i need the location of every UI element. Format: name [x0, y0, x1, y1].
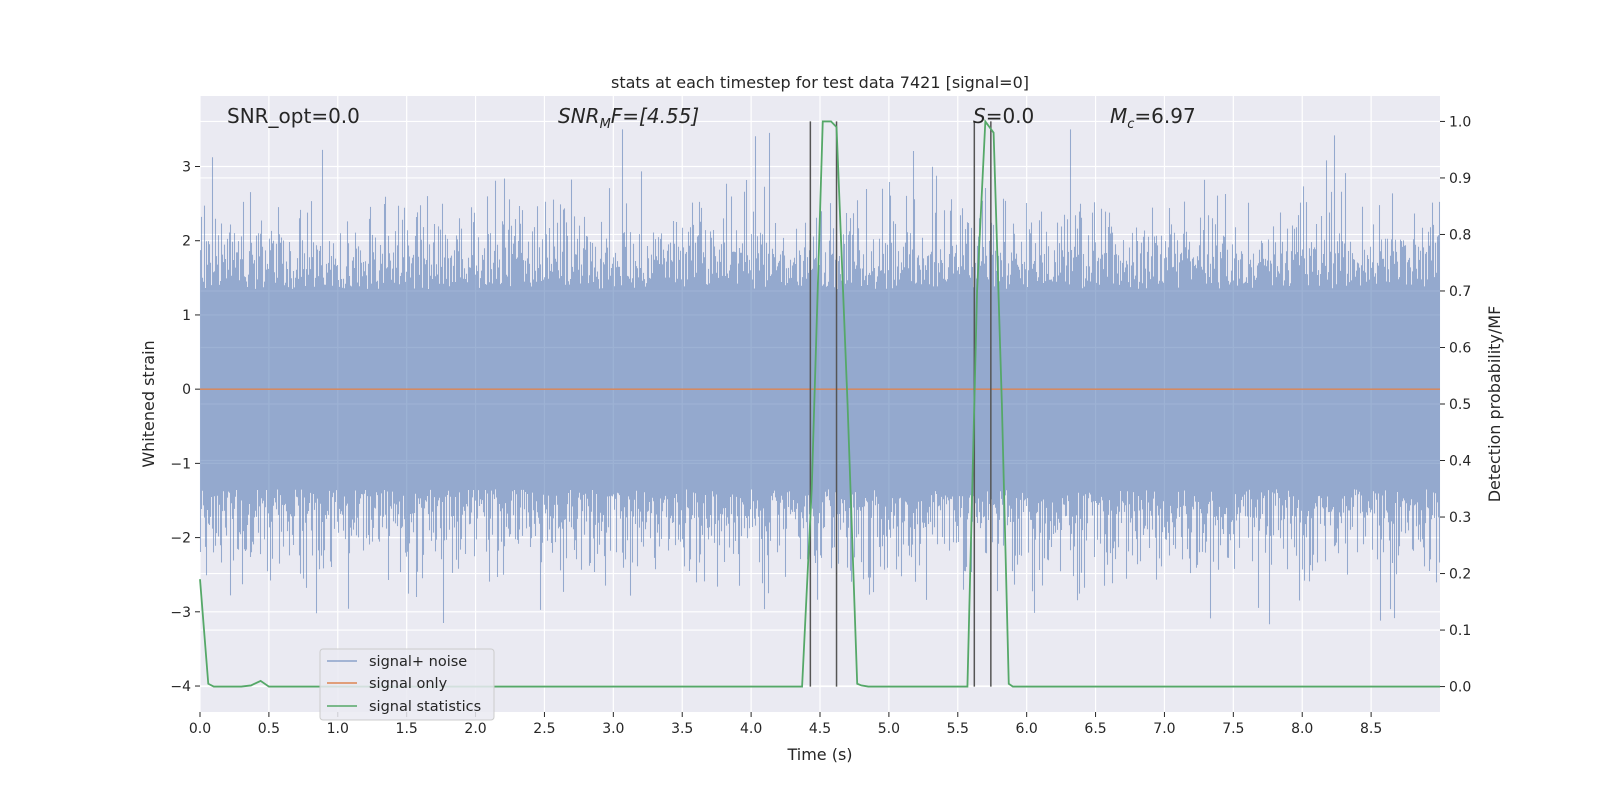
- x-tick-label: 7.5: [1222, 721, 1244, 737]
- y2-tick-label: 0.8: [1449, 227, 1471, 243]
- signal-plus-noise-series: [199, 129, 1441, 625]
- y-tick-label: 3: [182, 160, 191, 176]
- x-tick-label: 8.0: [1291, 721, 1313, 737]
- y-tick-label: −1: [170, 456, 191, 472]
- x-tick-label: 4.0: [740, 721, 762, 737]
- x-axis-label: Time (s): [786, 745, 852, 764]
- legend-box: [319, 648, 495, 721]
- y2-ticks: 0.0 0.1 0.2 0.3 0.4 0.5 0.6 0.7 0.8 0.9 1.0: [1440, 114, 1471, 696]
- x-ticks: 0.0 0.5 1.0 1.5 2.0 2.5 3.0 3.5 4.0 4.5 5.0 5.5 6.0 6…: [189, 712, 1382, 737]
- y2-tick-label: 0.3: [1449, 510, 1471, 526]
- y-tick-label: −3: [170, 605, 191, 621]
- legend-label-noise: signal+ noise: [369, 654, 467, 670]
- s-base: S: [973, 104, 986, 128]
- chart-title: stats at each timestep for test data 742…: [611, 73, 1029, 92]
- x-tick-label: 4.5: [809, 721, 831, 737]
- snr-mf-sub: M: [600, 117, 611, 132]
- y-tick-label: 0: [182, 382, 191, 398]
- y2-tick-label: 0.4: [1449, 454, 1471, 470]
- y2-tick-label: 0.5: [1449, 397, 1471, 413]
- signal-statistics-line: [199, 118, 1440, 688]
- mc-rest: =6.97: [1134, 104, 1195, 128]
- x-tick-label: 1.5: [396, 721, 418, 737]
- x-tick-label: 6.0: [1016, 721, 1038, 737]
- y2-tick-label: 0.7: [1449, 284, 1471, 300]
- signal-plus-noise-line: [199, 129, 1441, 625]
- x-tick-label: 3.5: [671, 721, 693, 737]
- s-annotation: S=0.0: [973, 104, 1034, 128]
- snr-mf-annotation: SNRMF=[4.55]: [558, 104, 699, 132]
- snr-mf-rest: F=[4.55]: [611, 104, 699, 128]
- x-tick-label: 0.0: [189, 721, 211, 737]
- legend-label-statistics: signal statistics: [369, 699, 481, 715]
- y-tick-label: 2: [182, 234, 191, 250]
- x-tick-label: 0.5: [258, 721, 280, 737]
- y2-tick-label: 0.6: [1449, 340, 1471, 356]
- y-tick-label: −4: [170, 679, 191, 695]
- x-tick-label: 8.5: [1360, 721, 1382, 737]
- snr-mf-base: SNR: [558, 104, 600, 128]
- y-ticks: −4 −3 −2 −1 0 1 2 3: [170, 160, 200, 695]
- y2-axis-label: Detection probability/MF: [1485, 306, 1504, 503]
- legend: signal+ noise signal only signal statist…: [319, 648, 495, 721]
- y2-tick-label: 0.9: [1449, 171, 1471, 187]
- y-tick-label: 1: [182, 308, 191, 324]
- y2-tick-label: 1.0: [1449, 114, 1471, 130]
- x-tick-label: 2.5: [533, 721, 555, 737]
- x-tick-label: 7.0: [1153, 721, 1175, 737]
- y-axis-label: Whitened strain: [139, 340, 158, 467]
- legend-label-signal-only: signal only: [369, 676, 448, 692]
- s-rest: =0.0: [986, 104, 1035, 128]
- mc-sub: c: [1127, 117, 1134, 132]
- x-tick-label: 5.0: [878, 721, 900, 737]
- y2-tick-label: 0.1: [1449, 623, 1471, 639]
- x-tick-label: 5.5: [947, 721, 969, 737]
- x-tick-label: 2.0: [464, 721, 486, 737]
- signal-statistics-series: [199, 118, 1440, 688]
- y2-tick-label: 0.2: [1449, 567, 1471, 583]
- x-tick-label: 6.5: [1084, 721, 1106, 737]
- mc-base: M: [1110, 104, 1127, 128]
- y-tick-label: −2: [170, 531, 191, 547]
- x-tick-label: 1.0: [327, 721, 349, 737]
- mc-annotation: Mc=6.97: [1110, 104, 1196, 132]
- x-tick-label: 3.0: [602, 721, 624, 737]
- snr-opt-annotation: SNR_opt=0.0: [227, 104, 360, 128]
- y2-tick-label: 0.0: [1449, 680, 1471, 696]
